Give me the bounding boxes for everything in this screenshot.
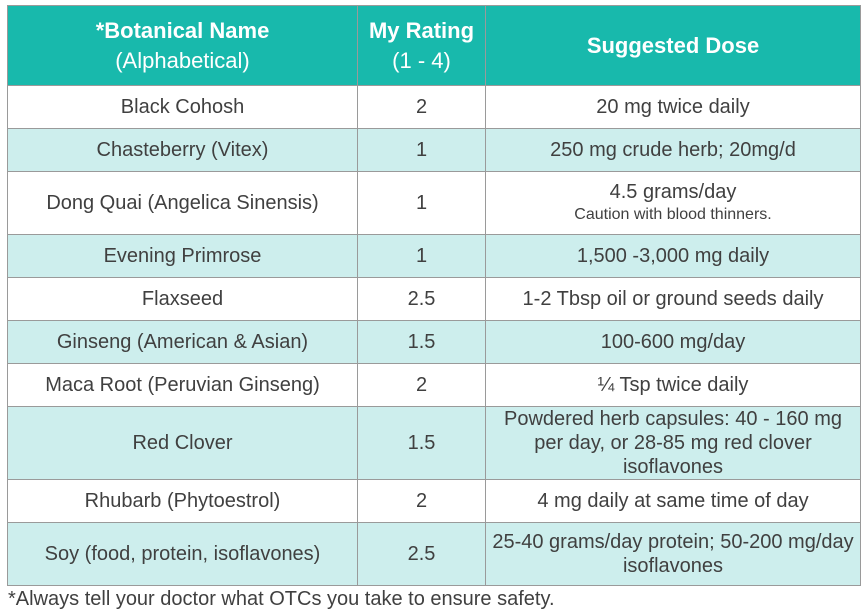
header-botanical-name: *Botanical Name (Alphabetical) [7, 5, 358, 86]
table-row: Black Cohosh 2 20 mg twice daily [7, 85, 861, 129]
cell-name: Red Clover [7, 406, 358, 480]
cell-name: Evening Primrose [7, 234, 358, 278]
cell-rating: 1 [357, 128, 486, 172]
table-row: Chasteberry (Vitex) 1 250 mg crude herb;… [7, 128, 861, 172]
cell-dose: 100-600 mg/day [485, 320, 861, 364]
caution-note: Caution with blood thinners. [574, 206, 772, 223]
table-row: Soy (food, protein, isoflavones) 2.5 25-… [7, 522, 861, 586]
cell-dose: ¼ Tsp twice daily [485, 363, 861, 407]
cell-name: Maca Root (Peruvian Ginseng) [7, 363, 358, 407]
table-row: Red Clover 1.5 Powdered herb capsules: 4… [7, 406, 861, 480]
cell-rating: 2 [357, 479, 486, 523]
cell-name: Ginseng (American & Asian) [7, 320, 358, 364]
header-rating: My Rating (1 - 4) [357, 5, 486, 86]
cell-rating: 2.5 [357, 522, 486, 586]
cell-dose: 1,500 -3,000 mg daily [485, 234, 861, 278]
cell-dose: 1-2 Tbsp oil or ground seeds daily [485, 277, 861, 321]
cell-dose: Powdered herb capsules: 40 - 160 mg per … [485, 406, 861, 480]
table-row: Rhubarb (Phytoestrol) 2 4 mg daily at sa… [7, 479, 861, 523]
cell-name: Soy (food, protein, isoflavones) [7, 522, 358, 586]
table-row: Ginseng (American & Asian) 1.5 100-600 m… [7, 320, 861, 364]
botanical-table: *Botanical Name (Alphabetical) My Rating… [7, 5, 861, 586]
header-main: Suggested Dose [586, 32, 760, 58]
cell-name: Rhubarb (Phytoestrol) [7, 479, 358, 523]
table-row: Maca Root (Peruvian Ginseng) 2 ¼ Tsp twi… [7, 363, 861, 407]
cell-rating: 2 [357, 85, 486, 129]
cell-rating: 1 [357, 171, 486, 235]
safety-footnote: *Always tell your doctor what OTCs you t… [8, 588, 555, 610]
cell-rating: 2.5 [357, 277, 486, 321]
cell-name: Dong Quai (Angelica Sinensis) [7, 171, 358, 235]
table-header-row: *Botanical Name (Alphabetical) My Rating… [7, 5, 861, 86]
cell-dose: 20 mg twice daily [485, 85, 861, 129]
header-sub: (Alphabetical) [115, 47, 250, 73]
cell-rating: 1.5 [357, 406, 486, 480]
table-row: Evening Primrose 1 1,500 -3,000 mg daily [7, 234, 861, 278]
table-row: Flaxseed 2.5 1-2 Tbsp oil or ground seed… [7, 277, 861, 321]
header-main: *Botanical Name [95, 17, 270, 43]
cell-dose: 4.5 grams/day Caution with blood thinner… [485, 171, 861, 235]
cell-dose: 250 mg crude herb; 20mg/d [485, 128, 861, 172]
cell-rating: 2 [357, 363, 486, 407]
cell-name: Black Cohosh [7, 85, 358, 129]
header-sub: (1 - 4) [392, 47, 451, 73]
cell-dose: 25-40 grams/day protein; 50-200 mg/day i… [485, 522, 861, 586]
header-main: My Rating [368, 17, 475, 43]
cell-name: Chasteberry (Vitex) [7, 128, 358, 172]
header-dose: Suggested Dose [485, 5, 861, 86]
dose-text: 4.5 grams/day [609, 181, 737, 203]
cell-rating: 1.5 [357, 320, 486, 364]
cell-dose: 4 mg daily at same time of day [485, 479, 861, 523]
table-row: Dong Quai (Angelica Sinensis) 1 4.5 gram… [7, 171, 861, 235]
cell-rating: 1 [357, 234, 486, 278]
cell-name: Flaxseed [7, 277, 358, 321]
